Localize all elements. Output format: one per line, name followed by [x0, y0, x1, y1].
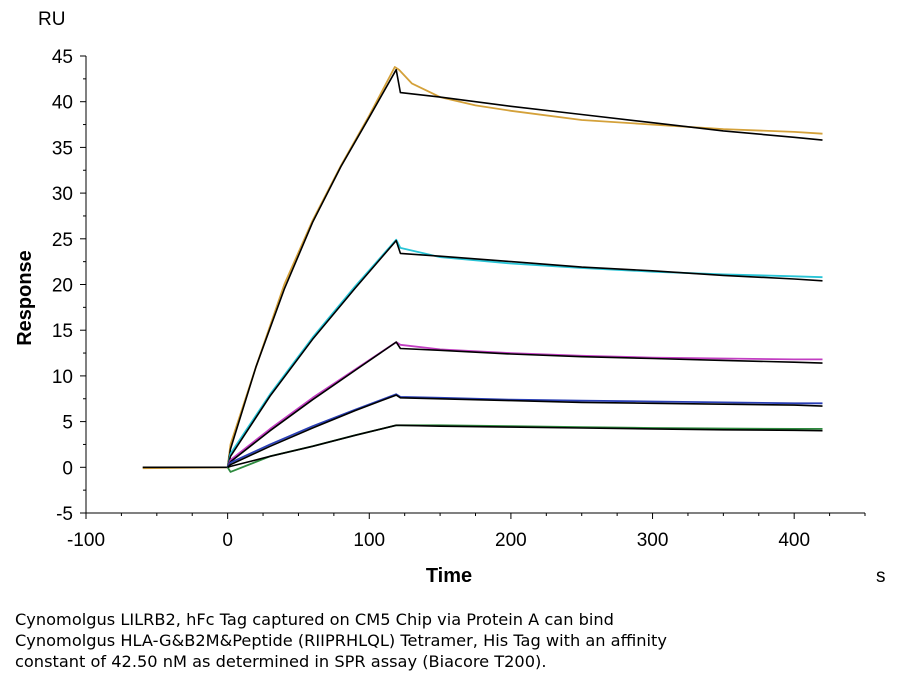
series-line-6	[226, 341, 823, 468]
series-lines	[142, 66, 823, 473]
y-tick-label: 20	[52, 276, 73, 297]
y-tick-label: 10	[52, 367, 73, 388]
series-line-7	[226, 393, 823, 468]
y-tick-label: 40	[52, 93, 73, 114]
axes	[85, 56, 865, 514]
y-tick-label: 30	[52, 184, 73, 205]
x-tick-label: 300	[637, 530, 669, 551]
x-unit-label: s	[876, 566, 886, 587]
series-line-8	[227, 394, 823, 468]
y-tick-label: 5	[62, 413, 73, 434]
series-line-10	[227, 424, 823, 469]
y-tick-label: 0	[62, 458, 73, 479]
series-line-2	[142, 68, 823, 469]
y-axis-title: Response	[14, 250, 36, 346]
x-tick-label: -100	[67, 530, 105, 551]
figure-caption: Cynomolgus LILRB2, hFc Tag captured on C…	[15, 609, 885, 672]
y-tick-label: 45	[52, 47, 73, 68]
caption-line-3: constant of 42.50 nM as determined in SP…	[15, 652, 547, 671]
series-line-1	[142, 66, 823, 470]
x-tick-label: 100	[353, 530, 385, 551]
x-tick-label: 400	[778, 530, 810, 551]
x-tick-label: 0	[222, 530, 233, 551]
series-line-9	[226, 424, 823, 473]
y-tick-label: 25	[52, 230, 73, 251]
x-tick-label: 200	[495, 530, 527, 551]
y-unit-label: RU	[38, 9, 65, 30]
series-line-4	[226, 239, 823, 468]
spr-sensorgram-chart: -5 0 5 10 15 20 25 30 35 40 45 -100 0 100 200 300 400 RU…	[14, 9, 886, 587]
y-tick-label: 35	[52, 138, 73, 159]
caption-line-1: Cynomolgus LILRB2, hFc Tag captured on C…	[15, 610, 614, 629]
x-axis-title: Time	[426, 565, 472, 587]
caption-line-2: Cynomolgus HLA-G&B2M&Peptide (RIIPRHLQL)…	[15, 631, 667, 650]
y-tick-label: 15	[52, 321, 73, 342]
y-tick-label: -5	[56, 504, 73, 525]
series-line-5	[226, 341, 823, 468]
axis-ticks: -5 0 5 10 15 20 25 30 35 40 45 -100 0 100 200 300 400	[52, 47, 866, 551]
